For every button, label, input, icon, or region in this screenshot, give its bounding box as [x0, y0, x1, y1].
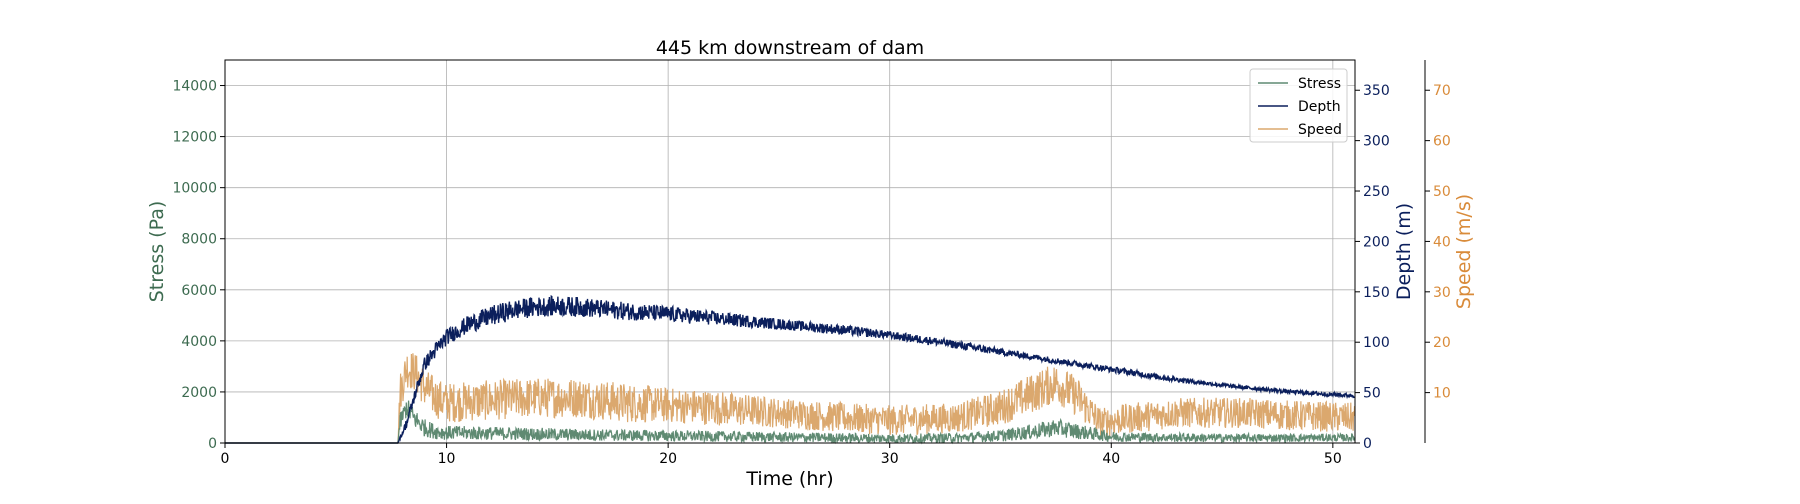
speed-axis-title: Speed (m/s): [1453, 194, 1475, 309]
stress-tick-label-0: 0: [208, 436, 217, 452]
x-tick-label-0: 0: [221, 451, 230, 467]
axes: 0 10 20 30 40 5002000400060008000100001200014…: [172, 60, 1451, 467]
series-line-stress: [225, 400, 1356, 445]
x-tick-label-4: 40: [1102, 451, 1120, 467]
speed-tick-label-2: 30: [1433, 285, 1451, 301]
depth-tick-label-1: 50: [1363, 386, 1381, 402]
series-layer: [225, 294, 1356, 445]
depth-tick-label-2: 100: [1363, 335, 1390, 351]
series-line-depth: [225, 294, 1356, 444]
speed-tick-label-0: 10: [1433, 386, 1451, 402]
stress-tick-label-2: 4000: [181, 334, 217, 350]
speed-tick-label-4: 50: [1433, 184, 1451, 200]
stress-tick-label-1: 2000: [181, 385, 217, 401]
stress-tick-label-3: 6000: [181, 283, 217, 299]
speed-tick-label-3: 40: [1433, 234, 1451, 250]
series-line-speed: [225, 353, 1356, 444]
speed-tick-label-1: 20: [1433, 335, 1451, 351]
plot-frame: [224, 59, 1356, 444]
x-tick-label-5: 50: [1324, 451, 1342, 467]
speed-tick-label-6: 70: [1433, 83, 1451, 99]
stress-axis-title: Stress (Pa): [146, 201, 168, 303]
stress-tick-label-5: 10000: [172, 181, 217, 197]
stress-tick-label-7: 14000: [172, 79, 217, 95]
legend: Stress Depth Speed: [1249, 68, 1348, 143]
depth-tick-label-7: 350: [1363, 83, 1390, 99]
x-tick-label-3: 30: [881, 451, 899, 467]
x-tick-label-2: 20: [659, 451, 677, 467]
stress-tick-label-6: 12000: [172, 130, 217, 146]
legend-label-speed: Speed: [1298, 122, 1342, 138]
legend-label-depth: Depth: [1298, 99, 1341, 115]
chart-title: 445 km downstream of dam: [656, 37, 924, 59]
speed-tick-label-5: 60: [1433, 134, 1451, 150]
x-tick-label-1: 10: [438, 451, 456, 467]
legend-box: [1249, 68, 1348, 143]
depth-tick-label-6: 300: [1363, 134, 1390, 150]
depth-tick-label-5: 250: [1363, 184, 1390, 200]
depth-axis-title: Depth (m): [1393, 203, 1415, 300]
depth-tick-label-4: 200: [1363, 234, 1390, 250]
legend-label-stress: Stress: [1298, 76, 1341, 92]
depth-tick-label-3: 150: [1363, 285, 1390, 301]
stress-tick-label-4: 8000: [181, 232, 217, 248]
x-axis-title: Time (hr): [745, 468, 833, 490]
depth-tick-label-0: 0: [1363, 436, 1372, 452]
